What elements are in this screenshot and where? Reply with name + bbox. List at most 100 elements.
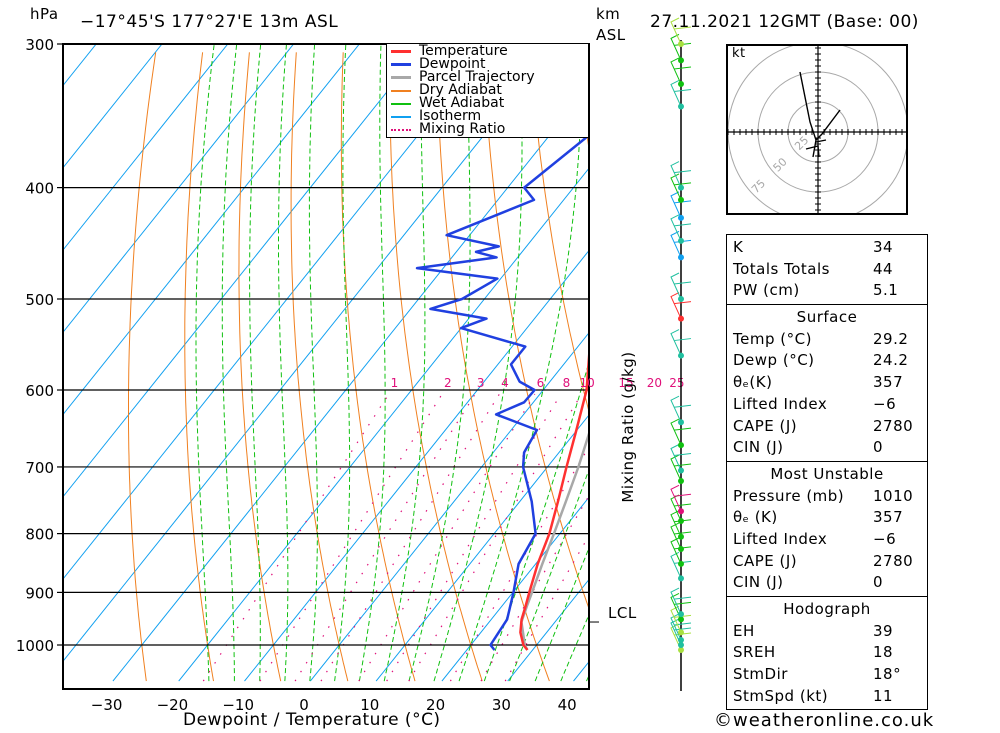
legend-item: Dry Adiabat	[391, 82, 588, 98]
hodograph-ring-label: 25	[792, 134, 811, 153]
legend-item: Wet Adiabat	[391, 95, 588, 111]
wind-level-dot	[678, 508, 684, 515]
wind-barb	[670, 173, 692, 201]
dry-adiabat-line	[953, 52, 1000, 681]
y-tick-label: 400	[25, 180, 54, 198]
stat-row: CIN (J) 0	[733, 573, 884, 592]
wet-adiabat-line	[278, 44, 289, 682]
wet-adiabat-line	[458, 44, 583, 682]
legend-swatch	[391, 115, 411, 118]
mixing-ratio-label: 20	[647, 376, 662, 390]
y-tick-label: 300	[25, 36, 54, 54]
legend-swatch	[391, 102, 411, 105]
wet-adiabat-line	[249, 44, 262, 682]
wind-barb	[670, 484, 692, 512]
legend-label: Mixing Ratio	[419, 121, 506, 137]
dry-adiabat-line	[238, 52, 282, 682]
mixing-ratio-label: 15	[618, 376, 633, 390]
most-unstable-section: Most Unstable Pressure (mb) 1010 θₑ (K) 35…	[726, 460, 928, 596]
x-axis-ticks: −30 −20 −10 0 10 20 30 40	[91, 696, 577, 714]
dry-adiabat-line	[530, 52, 589, 414]
background-lines	[63, 44, 1000, 682]
legend-item: Mixing Ratio	[391, 121, 588, 137]
dewpoint-curve	[415, 44, 589, 651]
stat-row-k: K 34	[733, 238, 894, 256]
dry-adiabat-line	[340, 52, 416, 682]
lcl-label: LCL	[608, 604, 637, 622]
y-tick-label: 600	[25, 382, 54, 400]
legend-label: Parcel Trajectory	[419, 69, 535, 85]
mixing-ratio-line	[259, 393, 443, 682]
isotherm-line	[309, 331, 589, 682]
legend-item: Isotherm	[391, 109, 588, 123]
stat-row: SREH 18	[733, 643, 894, 662]
stats-panel: K 34 Totals Totals 44 PW (cm) 5.1 Surface T…	[726, 234, 928, 711]
mixing-ratio-label: 6	[537, 376, 545, 390]
stat-row: Lifted Index −6	[733, 529, 897, 548]
legend-label: Dry Adiabat	[419, 82, 502, 98]
isotherm-line	[63, 44, 558, 663]
hodograph-title: Hodograph	[783, 600, 871, 618]
stat-row: Dewp (°C) 24.2	[733, 351, 909, 370]
stat-row-totals: Totals Totals 44	[733, 259, 894, 278]
stat-row: Lifted Index −6	[733, 394, 897, 413]
wind-barb	[670, 57, 692, 85]
mixing-ratio-line	[449, 445, 589, 682]
dry-adiabat-line	[128, 52, 157, 682]
legend-label: Wet Adiabat	[419, 95, 505, 111]
isotherm-line	[63, 44, 492, 580]
mixing-ratio-label: 8	[563, 376, 571, 390]
most-unstable-title: Most Unstable	[770, 464, 884, 483]
wind-barb	[670, 161, 692, 188]
copyright: ©weatheronline.co.uk	[714, 710, 935, 731]
wind-barb	[670, 17, 692, 45]
isotherm-line	[63, 44, 360, 416]
dry-adiabat-line	[483, 52, 589, 610]
wind-barb	[670, 292, 692, 319]
isotherm-line	[244, 249, 589, 682]
location-title: −17°45'S 177°27'E 13m ASL	[80, 12, 339, 32]
dry-adiabat-line	[389, 52, 483, 682]
sounding-curves	[415, 44, 589, 651]
stat-row: θₑ (K) 357	[733, 508, 904, 527]
surface-title: Surface	[796, 308, 858, 327]
mixing-ratio-line	[202, 393, 390, 682]
hodograph-trace	[799, 71, 841, 158]
mixing-ratio-labels: 1 2 3 4 6 8 10 15 20 25	[391, 376, 685, 390]
isotherm-line	[441, 496, 589, 682]
temperature-curve	[519, 342, 589, 651]
wet-adiabat-line	[509, 468, 589, 682]
y-axis-ticks: 300 400 500 600 700 800 900 1000	[16, 36, 599, 655]
stat-row-pw: PW (cm) 5.1	[733, 281, 899, 300]
stat-row: StmSpd (kt) 11	[733, 686, 894, 705]
hodograph: kt 25 50 75	[726, 44, 908, 215]
y-tick-label: 800	[25, 526, 54, 544]
mixing-ratio-label: 3	[477, 376, 485, 390]
legend-swatch	[391, 76, 411, 79]
stat-row: StmDir 18°	[733, 665, 902, 684]
mixing-ratio-label: 4	[501, 376, 509, 390]
wind-barb	[670, 272, 692, 300]
datetime-title: 27.11.2021 12GMT (Base: 00)	[650, 12, 919, 32]
stat-row: CAPE (J) 2780	[733, 416, 914, 435]
wind-barb	[670, 214, 692, 242]
wind-barb	[670, 522, 692, 550]
isotherm-line	[63, 44, 163, 169]
legend-label: Dewpoint	[419, 56, 486, 72]
legend-item: Dewpoint	[391, 56, 588, 72]
wind-barb	[670, 613, 692, 641]
dry-adiabat-line	[436, 52, 550, 682]
stat-row: Temp (°C) 29.2	[733, 329, 909, 348]
wet-adiabat-line	[433, 44, 523, 682]
wet-adiabat-line	[195, 44, 215, 682]
isotherm-line	[63, 44, 426, 498]
wet-adiabat-line	[334, 44, 351, 682]
x-tick-label: −30	[91, 696, 123, 714]
pressure-unit-label: hPa	[30, 5, 59, 23]
y-tick-label: 500	[25, 291, 54, 309]
stat-row: CIN (J) 0	[733, 438, 884, 457]
hodograph-unit-label: kt	[732, 46, 746, 61]
surface-section: Surface Temp (°C) 29.2 Dewp (°C) 24.2 θₑ(K…	[726, 304, 928, 461]
